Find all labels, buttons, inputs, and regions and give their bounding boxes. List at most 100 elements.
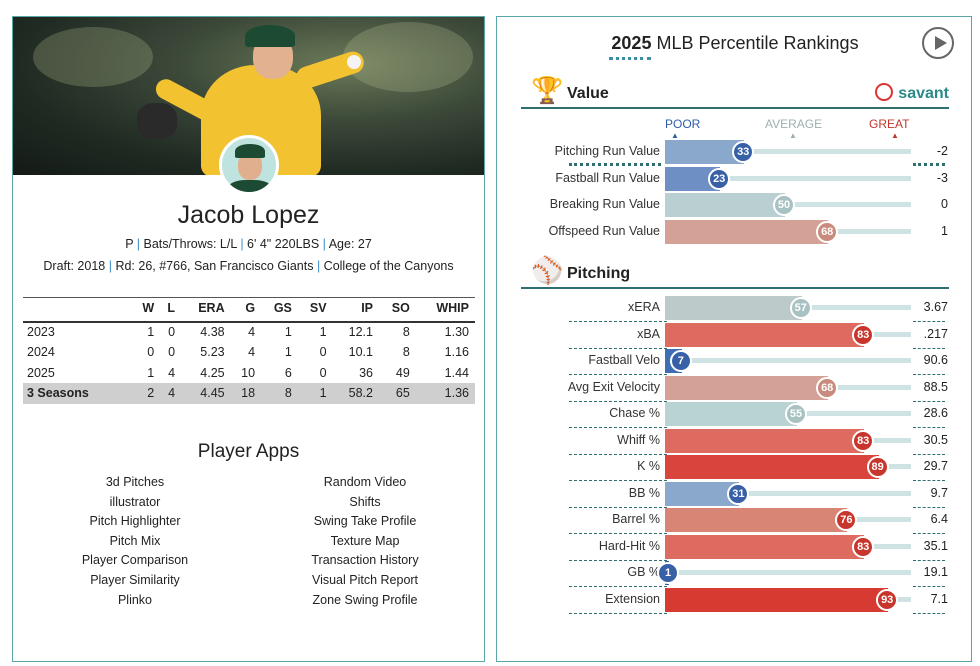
row-divider — [913, 612, 945, 614]
stats-cell: 2 — [132, 383, 161, 404]
percentile-row[interactable]: GB % 1 19.1 — [497, 560, 973, 586]
stats-col-header: W — [132, 297, 161, 323]
percentile-row[interactable]: Whiff % 83 30.5 — [497, 428, 973, 454]
percentile-knob: 83 — [852, 429, 875, 452]
value-section-header: 🏆 Value — [521, 77, 949, 109]
row-divider — [569, 347, 667, 349]
percentile-row[interactable]: Hard-Hit % 83 35.1 — [497, 534, 973, 560]
player-app-link[interactable]: Swing Take Profile — [313, 514, 417, 529]
player-apps-title: Player Apps — [197, 441, 300, 462]
stats-cell: 1 — [284, 325, 292, 340]
metric-label: Avg Exit Velocity — [567, 379, 660, 394]
metric-value: 6.4 — [930, 512, 948, 526]
player-app-link[interactable]: Player Comparison — [81, 553, 189, 568]
metric-label: xERA — [628, 300, 660, 314]
player-app-link[interactable]: Shifts — [349, 494, 381, 509]
row-divider — [569, 321, 667, 322]
player-app-link[interactable]: illustrator — [109, 494, 161, 509]
percentile-row[interactable]: BB % 31 9.7 — [497, 481, 973, 507]
percentile-track — [665, 149, 911, 154]
stats-cell: 0 — [319, 345, 327, 360]
stats-cell: 1.44 — [444, 365, 469, 380]
metric-label: Offspeed Run Value — [548, 223, 660, 238]
percentile-row[interactable]: Extension 93 7.1 — [497, 587, 973, 613]
row-divider — [913, 400, 945, 402]
row-divider — [913, 586, 945, 587]
metric-label: Pitching Run Value — [554, 144, 660, 158]
career-stats-table: W L ERA G GS SV IP SO WHIP 2023 1 0 4.38 4 1 1 12.1 8 1.3… — [23, 297, 475, 404]
metric-value: -3 — [936, 170, 948, 185]
percentile-rankings-panel: 2025 MLB Percentile Rankings 🏆 Value sav… — [496, 16, 972, 662]
row-divider — [913, 427, 945, 428]
player-app-link[interactable]: Pitch Highlighter — [89, 514, 181, 529]
row-divider — [569, 163, 661, 166]
stats-cell: 6 — [284, 365, 292, 380]
row-divider — [913, 480, 945, 481]
metric-label: Extension — [605, 591, 660, 606]
percentile-row[interactable]: Chase % 55 28.6 — [497, 401, 973, 427]
row-divider — [569, 480, 667, 481]
stats-cell: 8 — [402, 345, 410, 360]
player-app-link[interactable]: Visual Pitch Report — [311, 572, 419, 587]
stats-cell: 0 — [319, 365, 327, 380]
player-app-link[interactable]: Transaction History — [311, 553, 419, 568]
row-divider — [569, 612, 667, 614]
player-app-link[interactable]: Texture Map — [330, 533, 400, 548]
metric-label: K % — [637, 459, 660, 473]
player-app-link[interactable]: Player Similarity — [90, 572, 180, 587]
percentile-knob: 33 — [732, 141, 755, 163]
player-app-link[interactable]: Plinko — [117, 592, 153, 607]
stats-cell: 58.2 — [332, 383, 379, 404]
stats-col-header: SV — [297, 297, 333, 323]
percentile-row[interactable]: Fastball Run Value 23 -3 — [497, 166, 973, 192]
player-app-link[interactable]: Pitch Mix — [109, 533, 161, 548]
percentile-row[interactable]: Breaking Run Value 50 0 — [497, 192, 973, 218]
stats-col-header — [23, 297, 133, 323]
percentile-knob: 93 — [876, 588, 899, 611]
row-divider — [569, 506, 667, 508]
row-divider — [913, 374, 945, 375]
percentile-row[interactable]: xERA 57 3.67 — [497, 295, 973, 321]
percentile-knob: 1 — [657, 562, 679, 584]
metric-label: xBA — [637, 326, 660, 341]
player-app-link[interactable]: Zone Swing Profile — [312, 592, 418, 607]
value-section-title: Value — [567, 85, 609, 102]
pitching-section-title: Pitching — [567, 265, 631, 282]
percentile-row[interactable]: Barrel % 76 6.4 — [497, 507, 973, 533]
percentile-row[interactable]: Fastball Velo 7 90.6 — [497, 348, 973, 374]
metric-label: Fastball Velo — [588, 353, 660, 367]
percentile-row[interactable]: Avg Exit Velocity 68 88.5 — [497, 375, 973, 401]
player-app-link[interactable]: Random Video — [323, 475, 407, 489]
player-card: Jacob Lopez P | Bats/Throws: L/L | 6' 4"… — [12, 16, 485, 662]
metric-value: -2 — [936, 144, 948, 158]
metric-value: 29.7 — [923, 459, 948, 473]
play-button[interactable] — [922, 27, 954, 59]
stats-header-row: W L ERA G GS SV IP SO WHIP — [23, 297, 475, 323]
metric-label: GB % — [627, 565, 660, 579]
percentile-row[interactable]: Offspeed Run Value 68 1 — [497, 219, 973, 245]
percentile-row[interactable]: K % 89 29.7 — [497, 454, 973, 480]
metric-value: 30.5 — [923, 432, 948, 447]
row-divider — [569, 427, 667, 428]
player-name: Jacob Lopez — [177, 201, 320, 229]
stats-cell: 1 — [147, 365, 155, 380]
savant-logo[interactable]: savant — [875, 83, 949, 103]
percentile-knob: 7 — [669, 350, 692, 372]
metric-label: Fastball Run Value — [555, 170, 660, 185]
percentile-knob: 31 — [727, 482, 750, 505]
percentile-track — [665, 358, 911, 363]
percentile-knob: 23 — [708, 167, 731, 190]
metric-value: 1 — [941, 223, 948, 238]
stats-cell: 1 — [297, 383, 333, 404]
stats-cell: 0 — [147, 345, 155, 360]
stats-cell: 1 — [319, 325, 327, 340]
percentile-row[interactable]: xBA 83 .217 — [497, 322, 973, 348]
percentile-row[interactable]: Pitching Run Value 33 -2 — [497, 139, 973, 165]
metric-value: 88.5 — [923, 379, 948, 394]
stats-col-header: L — [160, 297, 182, 323]
metric-label: Barrel % — [612, 512, 660, 526]
percentile-track — [665, 570, 911, 575]
stats-cell: 0 — [168, 345, 176, 360]
player-app-link[interactable]: 3d Pitches — [105, 475, 165, 489]
metric-value: 35.1 — [923, 538, 948, 553]
